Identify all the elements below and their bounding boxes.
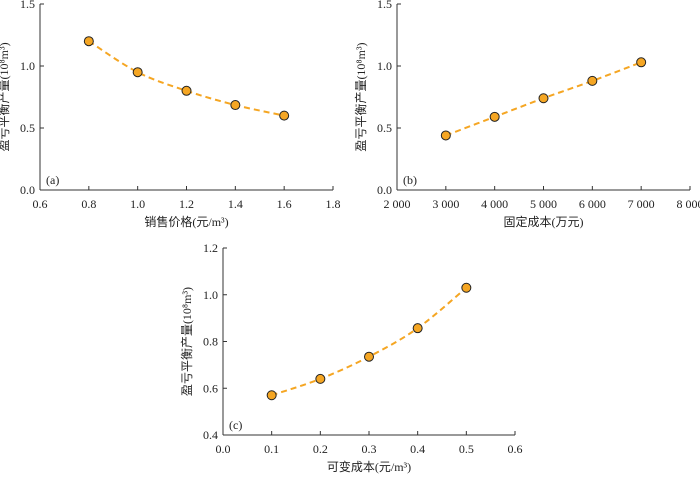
x-axis-label: 固定成本(万元): [504, 214, 584, 229]
subplot-a: 0.6 0.8 1.0 1.2 1.4 1.6 1.8 0.0 0.5 1.0 1.5 销售价格(元/…: [0, 0, 341, 229]
panel-label: (c): [229, 418, 242, 432]
y-axis-label: 盈亏平衡产量(10⁸m³): [354, 42, 368, 151]
y-tick-label: 0.4: [203, 428, 218, 442]
y-axis-label: 盈亏平衡产量(10⁸m³): [0, 42, 11, 151]
x-axis-label: 可变成本(元/m³): [327, 459, 411, 474]
data-point: [84, 37, 93, 46]
x-tick-label: 6 000: [579, 197, 606, 211]
x-tick-label: 0.1: [264, 442, 279, 456]
x-tick-label: 3 000: [432, 197, 459, 211]
y-tick-label: 1.5: [20, 0, 35, 11]
x-tick-label: 1.6: [277, 197, 292, 211]
x-tick-label: 0.6: [33, 197, 48, 211]
x-tick-label: 0.8: [81, 197, 96, 211]
y-tick-label: 1.0: [203, 288, 218, 302]
data-point: [588, 76, 597, 85]
y-tick-label: 1.0: [20, 59, 35, 73]
y-tick-label: 1.2: [203, 241, 218, 255]
subplot-c: 0.0 0.1 0.2 0.3 0.4 0.5 0.6 0.4 0.6 0.8 1.0 1.2 可变成本…: [180, 241, 523, 474]
y-tick-label: 1.5: [377, 0, 392, 11]
data-point: [490, 112, 499, 121]
x-tick-label: 4 000: [481, 197, 508, 211]
y-tick-label: 0.5: [20, 121, 35, 135]
data-point: [413, 324, 422, 333]
x-tick-label: 8 000: [677, 197, 700, 211]
x-tick-label: 0.0: [216, 442, 231, 456]
data-point: [462, 283, 471, 292]
x-tick-label: 0.3: [362, 442, 377, 456]
panel-label: (b): [403, 173, 417, 187]
x-axis-label: 销售价格(元/m³): [144, 214, 228, 229]
data-point: [539, 94, 548, 103]
y-tick-label: 1.0: [377, 59, 392, 73]
panel-label: (a): [46, 173, 59, 187]
x-tick-label: 0.6: [508, 442, 523, 456]
y-tick-label: 0.6: [203, 381, 218, 395]
data-point: [182, 86, 191, 95]
trend-line: [89, 41, 284, 115]
x-tick-label: 0.2: [313, 442, 328, 456]
subplot-b: 2 000 3 000 4 000 5 000 6 000 7 000 8 000 0.0 0.…: [354, 0, 700, 229]
y-tick-label: 0.0: [20, 183, 35, 197]
x-tick-label: 1.0: [130, 197, 145, 211]
x-tick-label: 0.5: [459, 442, 474, 456]
x-tick-label: 5 000: [530, 197, 557, 211]
x-tick-label: 7 000: [628, 197, 655, 211]
data-point: [441, 131, 450, 140]
y-tick-label: 0.5: [377, 121, 392, 135]
x-tick-label: 2 000: [384, 197, 411, 211]
y-axis-label: 盈亏平衡产量(10⁸m³): [180, 287, 194, 396]
data-point: [133, 68, 142, 77]
y-tick-label: 0.0: [377, 183, 392, 197]
x-tick-label: 0.4: [410, 442, 425, 456]
data-point: [231, 101, 240, 110]
data-point: [280, 111, 289, 120]
y-tick-label: 0.8: [203, 335, 218, 349]
x-tick-label: 1.2: [179, 197, 194, 211]
data-point: [365, 352, 374, 361]
x-tick-label: 1.4: [228, 197, 243, 211]
x-tick-label: 1.8: [326, 197, 341, 211]
data-point: [637, 58, 646, 67]
data-point: [267, 391, 276, 400]
data-point: [316, 374, 325, 383]
trend-line: [272, 288, 467, 396]
